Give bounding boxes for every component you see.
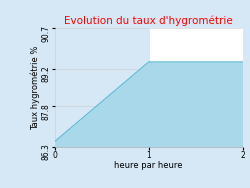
X-axis label: heure par heure: heure par heure bbox=[114, 161, 183, 170]
Title: Evolution du taux d'hygrométrie: Evolution du taux d'hygrométrie bbox=[64, 16, 233, 26]
Y-axis label: Taux hygrométrie %: Taux hygrométrie % bbox=[31, 45, 40, 130]
